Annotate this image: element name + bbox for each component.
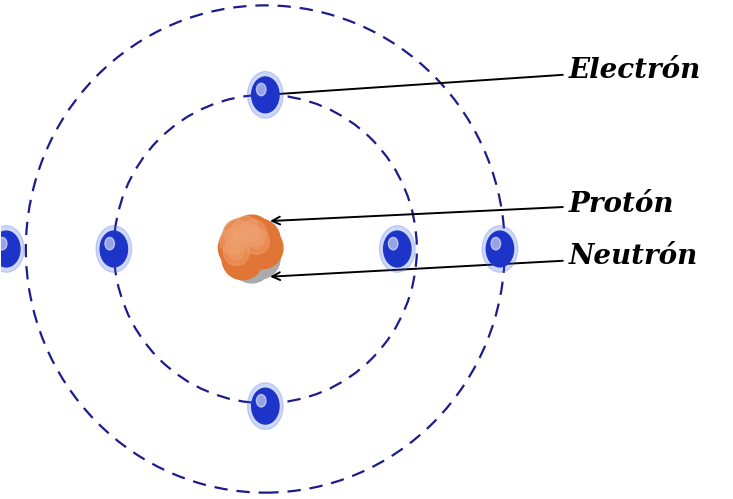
Circle shape [233,249,240,255]
Ellipse shape [248,71,283,118]
Circle shape [233,240,248,255]
Ellipse shape [380,226,415,272]
Circle shape [240,220,267,247]
Circle shape [241,239,257,254]
Circle shape [228,234,254,260]
Circle shape [225,234,240,249]
Circle shape [229,245,244,260]
Ellipse shape [491,238,501,250]
Circle shape [236,225,262,251]
Ellipse shape [257,83,266,96]
Circle shape [228,225,254,251]
Circle shape [249,234,264,249]
Ellipse shape [0,226,24,272]
Circle shape [246,226,261,241]
Circle shape [236,234,262,260]
Circle shape [243,226,249,233]
Circle shape [237,235,244,241]
Circle shape [220,228,246,254]
Text: Electrón: Electrón [270,56,701,98]
Circle shape [226,224,268,265]
Ellipse shape [100,231,128,267]
Circle shape [246,244,252,250]
Circle shape [232,215,272,256]
Circle shape [246,235,252,242]
Circle shape [235,224,276,265]
Ellipse shape [105,238,114,250]
Circle shape [235,233,276,274]
Text: Neutrón: Neutrón [272,244,698,280]
Circle shape [238,222,253,237]
Circle shape [243,228,269,254]
Circle shape [243,252,249,259]
Circle shape [233,216,259,243]
Ellipse shape [96,226,132,272]
Circle shape [229,238,236,245]
Circle shape [224,239,249,265]
Ellipse shape [0,238,7,250]
Circle shape [239,219,280,260]
Ellipse shape [257,395,266,407]
Ellipse shape [251,388,279,424]
Circle shape [237,244,244,250]
Ellipse shape [251,77,279,113]
Text: Protón: Protón [272,191,674,225]
Circle shape [251,230,257,237]
Ellipse shape [383,231,411,267]
Ellipse shape [482,226,517,272]
Circle shape [253,238,259,245]
Circle shape [218,227,259,268]
Ellipse shape [388,238,398,250]
Circle shape [240,239,267,265]
Circle shape [233,230,248,246]
Circle shape [224,220,249,246]
Circle shape [222,238,263,279]
Circle shape [233,230,240,236]
Circle shape [233,243,259,268]
Ellipse shape [0,231,20,267]
Circle shape [226,233,268,274]
Circle shape [242,227,283,268]
Circle shape [239,238,280,279]
Circle shape [222,219,263,260]
Circle shape [241,231,257,246]
Circle shape [251,249,257,255]
Ellipse shape [486,231,514,267]
Circle shape [238,248,253,263]
Ellipse shape [248,383,283,430]
Circle shape [229,225,244,240]
Circle shape [232,242,272,283]
Circle shape [246,244,261,259]
